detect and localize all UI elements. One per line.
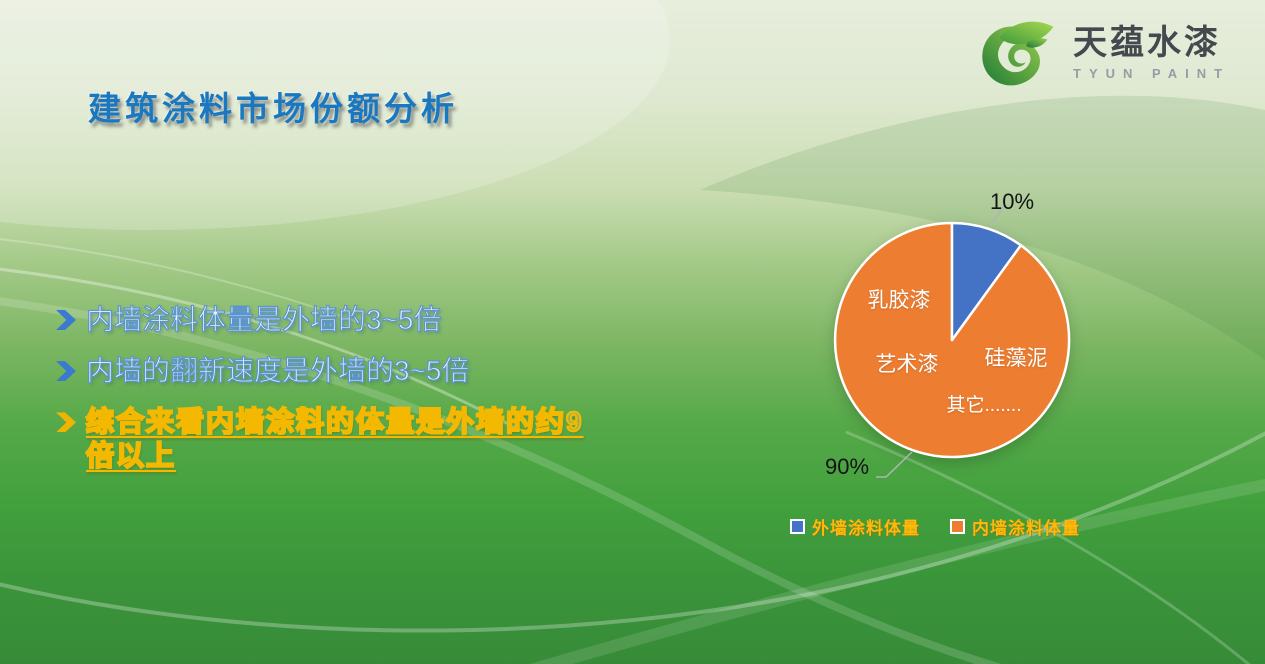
chart-legend: 外墙涂料体量 内墙涂料体量 — [790, 514, 1080, 539]
arrow-bullet-icon — [56, 361, 76, 382]
bullet-item-3: 综合来看内墙涂料的体量是外墙的约9倍以上 — [56, 405, 716, 473]
bullet-text-3: 综合来看内墙涂料的体量是外墙的约9倍以上 — [85, 405, 584, 472]
brand-tagline: TYUN PAINT — [1073, 65, 1231, 81]
arrow-bullet-icon — [56, 412, 76, 433]
legend-label-interior: 内墙涂料体量 — [972, 519, 1080, 538]
bullet-text-1: 内墙涂料体量是外墙的3~5倍 — [85, 303, 442, 335]
data-label-90pct: 90% — [825, 454, 870, 479]
leader-line-90pct — [876, 451, 913, 478]
bullet-item-2: 内墙的翻新速度是外墙的3~5倍 — [56, 354, 716, 388]
legend-label-exterior: 外墙涂料体量 — [812, 519, 920, 538]
legend-swatch-blue — [790, 519, 805, 534]
brand-name: 天蕴水漆 — [1073, 24, 1221, 63]
slice-annotation-art-paint: 艺术漆 — [875, 353, 939, 376]
arrow-bullet-icon — [56, 310, 76, 330]
pie-slice-exterior-wall — [950, 221, 1023, 342]
logo-text-block: 天蕴水漆 TYUN PAINT — [1073, 24, 1231, 81]
legend-item-exterior: 外墙涂料体量 — [790, 514, 920, 539]
pie-chart — [833, 205, 1071, 478]
slice-annotation-latex-paint: 乳胶漆 — [867, 289, 931, 312]
slide-title: 建筑涂料市场份额分析 — [88, 90, 458, 127]
bullet-text-2: 内墙的翻新速度是外墙的3~5倍 — [85, 355, 470, 387]
slice-annotation-diatom-mud: 硅藻泥 — [984, 347, 1048, 370]
company-logo: 天蕴水漆 TYUN PAINT — [975, 16, 1230, 90]
slice-annotation-others: 其它....... — [946, 395, 1022, 416]
bullet-list: 内墙涂料体量是外墙的3~5倍 内墙的翻新速度是外墙的3~5倍 综合来看内墙涂料的… — [56, 303, 716, 491]
legend-item-interior: 内墙涂料体量 — [950, 514, 1080, 539]
legend-swatch-orange — [950, 519, 965, 534]
leader-line-10pct — [989, 205, 1005, 227]
leaf-swirl-logo-icon — [982, 21, 1054, 86]
data-label-10pct: 10% — [990, 189, 1035, 214]
bullet-item-1: 内墙涂料体量是外墙的3~5倍 — [56, 303, 716, 337]
